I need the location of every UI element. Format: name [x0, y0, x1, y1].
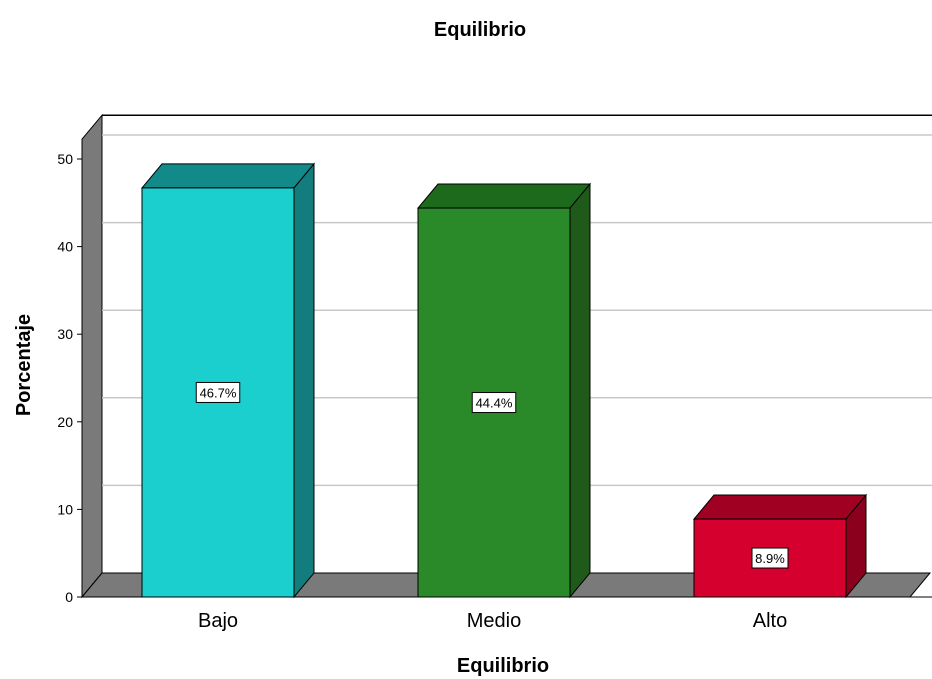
x-axis-ticks: Bajo Medio Alto — [198, 610, 787, 632]
bar-top-bajo — [140, 163, 316, 189]
y-tick-label: 10 — [57, 501, 73, 517]
y-tick-label: 40 — [57, 239, 73, 255]
data-label-box — [751, 547, 789, 569]
data-label-box — [471, 392, 517, 414]
y-tick-label: 0 — [65, 589, 73, 605]
chart-title: Equilibrio — [434, 19, 526, 41]
bar-side-bajo — [293, 162, 315, 599]
y-tick-label: 20 — [57, 414, 73, 430]
left-wall — [81, 113, 103, 599]
x-tick-label: Alto — [753, 610, 787, 632]
bar-top-alto — [692, 494, 868, 520]
data-label-box — [195, 381, 241, 403]
y-axis-label: Porcentaje — [13, 314, 35, 416]
y-tick-label: 50 — [57, 151, 73, 167]
x-tick-label: Medio — [467, 610, 521, 632]
data-label: 44.4% — [476, 396, 513, 411]
x-axis-label: Equilibrio — [457, 655, 549, 677]
bar-top-medio — [416, 183, 592, 209]
data-label: 8.9% — [755, 551, 785, 566]
bars — [140, 162, 868, 599]
y-axis-ticks: 0 10 20 30 40 50 — [57, 139, 83, 605]
bar-side-medio — [569, 182, 591, 599]
x-tick-label: Bajo — [198, 610, 238, 632]
data-labels: 46.7% 44.4% 8.9% — [195, 381, 789, 569]
data-label: 46.7% — [200, 385, 237, 400]
y-tick-label: 30 — [57, 326, 73, 342]
